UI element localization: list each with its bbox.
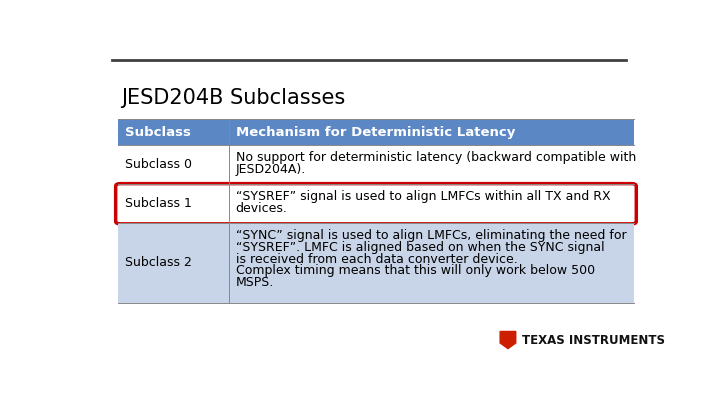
Text: “SYNC” signal is used to align LMFCs, eliminating the need for: “SYNC” signal is used to align LMFCs, el… — [235, 229, 626, 242]
Text: devices.: devices. — [235, 202, 287, 215]
Bar — [118, 119, 634, 145]
Text: Complex timing means that this will only work below 500: Complex timing means that this will only… — [235, 264, 595, 277]
Text: is received from each data converter device.: is received from each data converter dev… — [235, 253, 517, 266]
Text: “SYSREF” signal is used to align LMFCs within all TX and RX: “SYSREF” signal is used to align LMFCs w… — [235, 190, 610, 203]
Bar — [118, 184, 634, 223]
Text: MSPS.: MSPS. — [235, 276, 274, 289]
Text: TEXAS INSTRUMENTS: TEXAS INSTRUMENTS — [523, 334, 665, 347]
Polygon shape — [500, 331, 516, 349]
Text: Mechanism for Deterministic Latency: Mechanism for Deterministic Latency — [235, 126, 515, 139]
Text: Subclass: Subclass — [125, 126, 191, 139]
Bar — [118, 223, 634, 303]
Text: Subclass 0: Subclass 0 — [125, 158, 192, 171]
Bar — [118, 145, 634, 184]
Text: Subclass 2: Subclass 2 — [125, 256, 192, 269]
Text: No support for deterministic latency (backward compatible with: No support for deterministic latency (ba… — [235, 151, 636, 164]
Text: JESD204B Subclasses: JESD204B Subclasses — [121, 87, 345, 108]
Text: Subclass 1: Subclass 1 — [125, 197, 192, 210]
Text: JESD204A).: JESD204A). — [235, 163, 306, 176]
Text: “SYSREF”. LMFC is aligned based on when the SYNC signal: “SYSREF”. LMFC is aligned based on when … — [235, 241, 604, 254]
